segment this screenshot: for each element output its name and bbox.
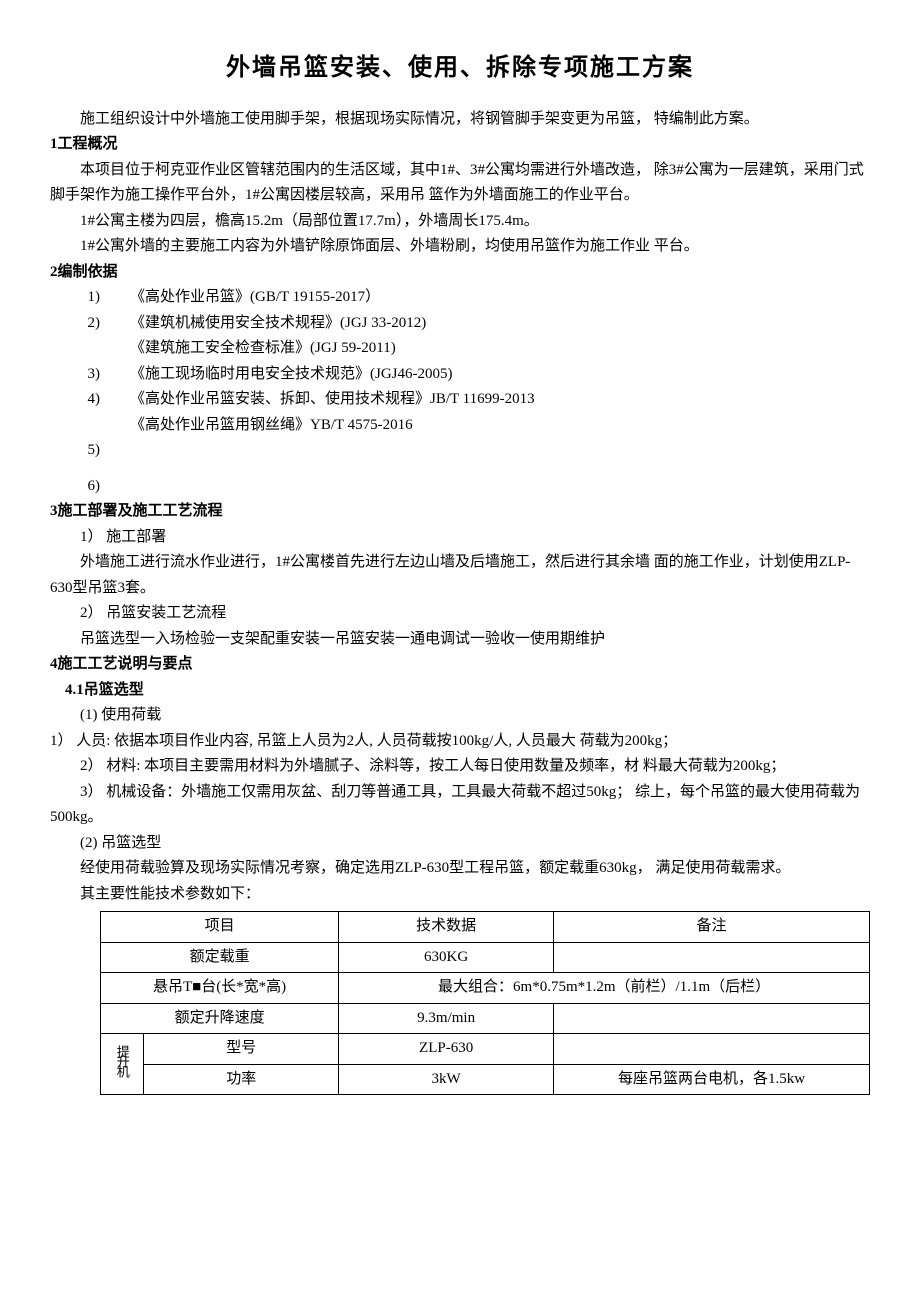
ref-item: 5) bbox=[88, 438, 535, 464]
cell: 型号 bbox=[144, 1034, 339, 1065]
spec-table: 项目 技术数据 备注 额定载重 630KG 悬吊T■台(长*宽*高) 最大组合：… bbox=[100, 911, 870, 1095]
cell: 额定升降速度 bbox=[101, 1003, 339, 1034]
ref-num: 2) bbox=[88, 311, 131, 362]
table-row: 额定升降速度 9.3m/min bbox=[101, 1003, 870, 1034]
s4-p4: 3） 机械设备：外墙施工仅需用灰盆、刮刀等普通工具，工具最大荷载不超过50kg；… bbox=[50, 780, 870, 831]
section-4-1-heading: 4.1吊篮选型 bbox=[50, 678, 870, 704]
cell: 3kW bbox=[339, 1064, 554, 1095]
cell: 9.3m/min bbox=[339, 1003, 554, 1034]
table-header-row: 项目 技术数据 备注 bbox=[101, 912, 870, 943]
cell: 每座吊篮两台电机，各1.5kw bbox=[554, 1064, 870, 1095]
section-2-heading: 2编制依据 bbox=[50, 260, 870, 286]
cell-hoist-label: 提升机 bbox=[101, 1034, 144, 1095]
s4-p5: (2) 吊篮选型 bbox=[50, 831, 870, 857]
ref-text: 《高处作业吊篮》(GB/T 19155-2017） bbox=[130, 285, 535, 311]
page-title: 外墙吊篮安装、使用、拆除专项施工方案 bbox=[50, 48, 870, 89]
cell: ZLP-630 bbox=[339, 1034, 554, 1065]
s3-p4: 吊篮选型一入场检验一支架配重安装一吊篮安装一通电调试一验收一使用期维护 bbox=[50, 627, 870, 653]
ref-item: 1) 《高处作业吊篮》(GB/T 19155-2017） bbox=[88, 285, 535, 311]
table-row: 提升机 型号 ZLP-630 bbox=[101, 1034, 870, 1065]
cell bbox=[554, 942, 870, 973]
cell: 额定载重 bbox=[101, 942, 339, 973]
th-note: 备注 bbox=[554, 912, 870, 943]
table-row: 额定载重 630KG bbox=[101, 942, 870, 973]
ref-text: 《施工现场临时用电安全技术规范》(JGJ46-2005) bbox=[130, 362, 535, 388]
ref-num: 4) bbox=[88, 387, 131, 438]
s3-p2: 外墙施工进行流水作业进行，1#公寓楼首先进行左边山墙及后墙施工，然后进行其余墙 … bbox=[50, 550, 870, 601]
ref-item: 4) 《高处作业吊篮安装、拆卸、使用技术规程》JB/T 11699-2013 《… bbox=[88, 387, 535, 438]
s3-p1: 1） 施工部署 bbox=[50, 525, 870, 551]
cell bbox=[554, 1034, 870, 1065]
th-data: 技术数据 bbox=[339, 912, 554, 943]
s4-p3: 2） 材料: 本项目主要需用材料为外墙腻子、涂料等，按工人每日使用数量及频率，材… bbox=[50, 754, 870, 780]
section-1-heading: 1工程概况 bbox=[50, 132, 870, 158]
ref-text: 《高处作业吊篮安装、拆卸、使用技术规程》JB/T 11699-2013 《高处作… bbox=[130, 387, 535, 438]
cell: 功率 bbox=[144, 1064, 339, 1095]
th-project: 项目 bbox=[101, 912, 339, 943]
section-3-heading: 3施工部署及施工工艺流程 bbox=[50, 499, 870, 525]
s3-p3: 2） 吊篮安装工艺流程 bbox=[50, 601, 870, 627]
ref-num: 5) bbox=[88, 438, 131, 464]
ref-text: 《建筑机械使用安全技术规程》(JGJ 33-2012) 《建筑施工安全检查标准》… bbox=[130, 311, 535, 362]
cell bbox=[554, 1003, 870, 1034]
cell: 630KG bbox=[339, 942, 554, 973]
section-4-heading: 4施工工艺说明与要点 bbox=[50, 652, 870, 678]
intro-paragraph: 施工组织设计中外墙施工使用脚手架，根据现场实际情况，将钢管脚手架变更为吊篮， 特… bbox=[50, 107, 870, 133]
s4-p1: (1) 使用荷载 bbox=[50, 703, 870, 729]
reference-list: 1) 《高处作业吊篮》(GB/T 19155-2017） 2) 《建筑机械使用安… bbox=[88, 285, 535, 499]
ref-num: 3) bbox=[88, 362, 131, 388]
ref-item: 6) bbox=[88, 474, 535, 500]
ref-num: 1) bbox=[88, 285, 131, 311]
s1-p3: 1#公寓外墙的主要施工内容为外墙铲除原饰面层、外墙粉刷，均使用吊篮作为施工作业 … bbox=[50, 234, 870, 260]
ref-item: 3) 《施工现场临时用电安全技术规范》(JGJ46-2005) bbox=[88, 362, 535, 388]
ref-text bbox=[130, 474, 535, 500]
s1-p2: 1#公寓主楼为四层，檐高15.2m（局部位置17.7m），外墙周长175.4m。 bbox=[50, 209, 870, 235]
s4-p7: 其主要性能技术参数如下： bbox=[50, 882, 870, 908]
s1-p1: 本项目位于柯克亚作业区管辖范围内的生活区域，其中1#、3#公寓均需进行外墙改造，… bbox=[50, 158, 870, 209]
ref-num: 6) bbox=[88, 474, 131, 500]
table-row: 悬吊T■台(长*宽*高) 最大组合：6m*0.75m*1.2m（前栏）/1.1m… bbox=[101, 973, 870, 1004]
cell: 最大组合：6m*0.75m*1.2m（前栏）/1.1m（后栏） bbox=[339, 973, 870, 1004]
s4-p6: 经使用荷载验算及现场实际情况考察，确定选用ZLP-630型工程吊篮，额定载重63… bbox=[50, 856, 870, 882]
ref-item: 2) 《建筑机械使用安全技术规程》(JGJ 33-2012) 《建筑施工安全检查… bbox=[88, 311, 535, 362]
cell: 悬吊T■台(长*宽*高) bbox=[101, 973, 339, 1004]
table-row: 功率 3kW 每座吊篮两台电机，各1.5kw bbox=[101, 1064, 870, 1095]
ref-text bbox=[130, 438, 535, 464]
s4-p2: 1） 人员: 依据本项目作业内容, 吊篮上人员为2人, 人员荷载按100kg/人… bbox=[50, 729, 870, 755]
